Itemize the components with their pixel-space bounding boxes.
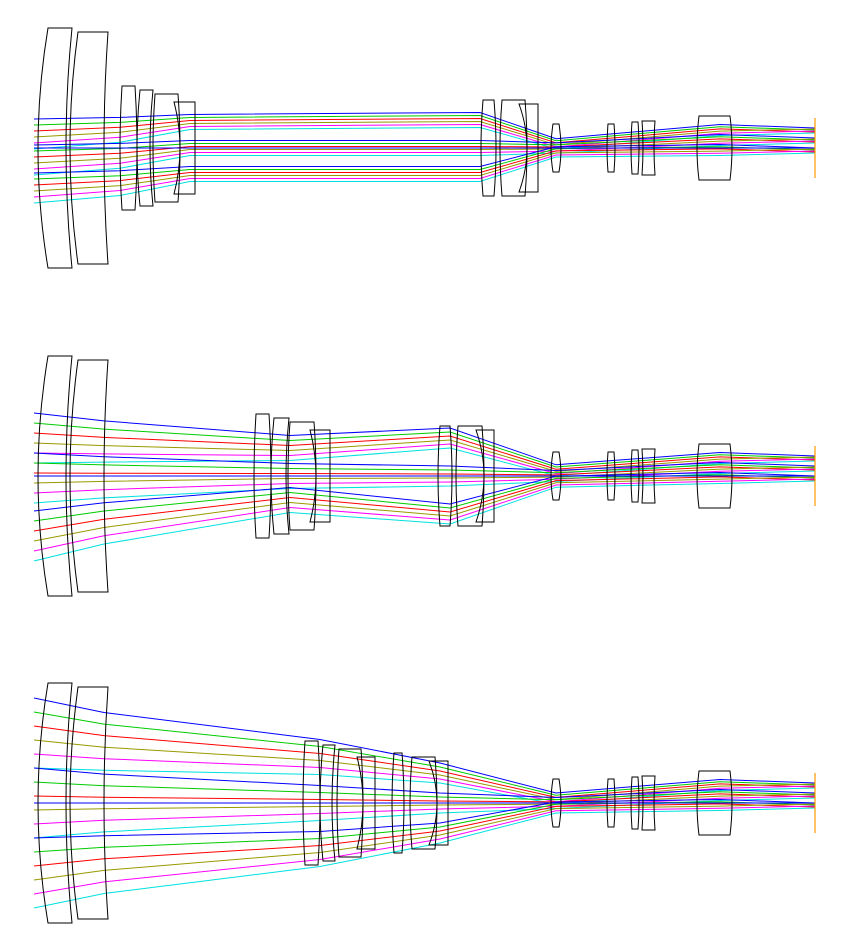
front-lens-1 — [37, 355, 73, 597]
front-lens-2 — [69, 686, 109, 920]
ray-f2-5 — [33, 807, 816, 909]
g3-lens-1 — [391, 752, 405, 854]
front-lens-1 — [37, 27, 73, 269]
rear-lens-2 — [606, 778, 616, 828]
g3-lens-1 — [480, 99, 497, 197]
rear-lens-2 — [606, 123, 616, 173]
rear-lens-3 — [630, 776, 640, 830]
ray-f1-2 — [33, 793, 816, 803]
g2-lens-1 — [302, 740, 321, 866]
ray-f2-3 — [33, 148, 816, 192]
g3-lens-3 — [428, 760, 449, 846]
rear-lens-1 — [550, 778, 562, 828]
g2-lens-4 — [309, 429, 331, 523]
ray-f1-2 — [33, 466, 816, 476]
rear-lens-4 — [641, 120, 656, 176]
lens-layout-middle — [33, 355, 816, 597]
ray-f2-1 — [33, 801, 816, 853]
g2-lens-2 — [319, 744, 336, 862]
front-lens-1 — [37, 682, 73, 924]
ray-f0-2 — [33, 725, 816, 798]
g3-lens-2 — [455, 425, 485, 527]
g3-lens-1 — [437, 425, 453, 527]
ray-f2-2 — [33, 476, 816, 532]
rear-lens-1 — [550, 451, 562, 501]
ray-f0-1 — [33, 711, 816, 796]
g3-lens-2 — [499, 99, 528, 197]
ray-f2-3 — [33, 803, 816, 881]
lens-layout-wide — [33, 27, 816, 269]
rear-lens-4 — [641, 448, 656, 504]
g2-lens-4 — [356, 756, 376, 850]
g3-lens-3 — [518, 103, 539, 193]
ray-f2-3 — [33, 476, 816, 542]
front-lens-2 — [69, 31, 109, 265]
rear-lens-1 — [550, 123, 562, 173]
lens-layout-tele — [33, 682, 816, 924]
g2-lens-1 — [253, 413, 272, 539]
g2-lens-2 — [270, 417, 290, 535]
ray-f0-4 — [33, 753, 816, 803]
ray-f2-2 — [33, 148, 816, 186]
ray-f2-2 — [33, 803, 816, 867]
ray-f0-3 — [33, 739, 816, 801]
rear-lens-5 — [696, 443, 733, 509]
g2-lens-3 — [287, 421, 317, 531]
rear-lens-4 — [641, 775, 656, 831]
g2-lens-2 — [136, 89, 154, 207]
rear-lens-5 — [696, 115, 733, 181]
ray-f2-4 — [33, 150, 816, 198]
front-lens-2 — [69, 359, 109, 593]
g2-lens-1 — [119, 85, 138, 211]
g2-lens-3 — [336, 748, 364, 858]
rear-lens-5 — [696, 770, 733, 836]
g2-lens-4 — [173, 101, 196, 195]
rear-lens-2 — [606, 451, 616, 501]
rear-lens-3 — [630, 121, 640, 175]
ray-f2-5 — [33, 152, 816, 204]
g2-lens-3 — [152, 93, 181, 203]
ray-f2-4 — [33, 805, 816, 895]
rear-lens-3 — [630, 449, 640, 503]
g3-lens-2 — [409, 756, 438, 850]
g3-lens-3 — [475, 429, 495, 523]
ray-f0-0 — [33, 697, 816, 794]
